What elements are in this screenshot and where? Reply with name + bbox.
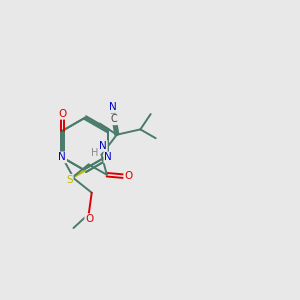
Text: O: O (124, 171, 132, 181)
Text: H: H (91, 148, 99, 158)
Text: N: N (104, 152, 112, 162)
Text: N: N (58, 152, 66, 162)
Text: C: C (110, 114, 117, 124)
Text: N: N (110, 102, 117, 112)
Text: N: N (99, 141, 107, 151)
Text: S: S (66, 175, 73, 185)
Text: O: O (85, 214, 94, 224)
Text: O: O (58, 109, 66, 119)
